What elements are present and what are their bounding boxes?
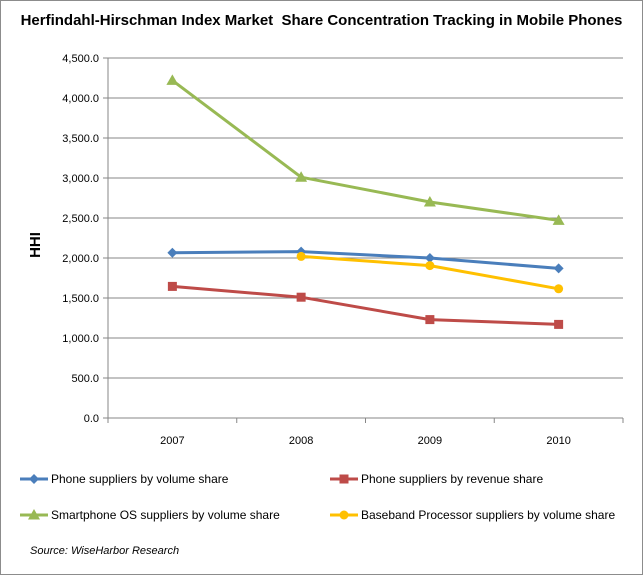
x-tick-label: 2008 [289, 435, 313, 447]
data-point [296, 292, 306, 302]
legend-label: Phone suppliers by revenue share [361, 472, 543, 486]
chart-title: Herfindahl-Hirschman Index Market Share … [20, 12, 623, 29]
data-point [167, 281, 177, 291]
data-point [554, 284, 564, 294]
data-point [425, 261, 435, 271]
legend-marker [339, 474, 349, 484]
y-tick-label: 500.0 [71, 373, 99, 385]
data-point [425, 315, 435, 325]
series-layer [166, 74, 565, 329]
y-tick-label: 3,500.0 [62, 133, 99, 145]
legend-item: Phone suppliers by volume share [20, 472, 229, 486]
source-note: Source: WiseHarbor Research [30, 545, 180, 557]
legend-label: Baseband Processor suppliers by volume s… [361, 508, 615, 522]
y-tick-label: 4,000.0 [62, 93, 99, 105]
y-tick-label: 4,500.0 [62, 53, 99, 65]
series-line [172, 284, 559, 326]
series-line [171, 79, 559, 222]
data-point [554, 319, 564, 329]
y-tick-label: 3,000.0 [62, 173, 99, 185]
data-point [296, 251, 306, 261]
data-point [423, 196, 436, 207]
data-point [295, 171, 308, 182]
legend-item: Baseband Processor suppliers by volume s… [330, 508, 615, 522]
legend-item: Phone suppliers by revenue share [330, 472, 543, 486]
x-tick-label: 2007 [160, 435, 184, 447]
data-point [552, 214, 565, 225]
series-4 [296, 251, 564, 294]
legend: Phone suppliers by volume share Phone sup… [20, 472, 615, 522]
series-line [172, 250, 559, 270]
legend-label: Smartphone OS suppliers by volume share [51, 508, 280, 522]
y-tick-label: 1,000.0 [62, 333, 99, 345]
legend-label: Phone suppliers by volume share [51, 472, 229, 486]
legend-item: Smartphone OS suppliers by volume share [20, 508, 280, 522]
y-axis-title: HHI [27, 232, 44, 258]
y-tick-label: 2,000.0 [62, 253, 99, 265]
x-tick-label: 2010 [546, 435, 570, 447]
data-point [166, 74, 179, 85]
y-tick-label: 0.0 [84, 413, 99, 425]
y-tick-label: 2,500.0 [62, 213, 99, 225]
legend-marker [339, 510, 349, 520]
legend-marker [28, 509, 40, 520]
x-tick-label: 2009 [418, 435, 442, 447]
legend-marker [29, 474, 39, 484]
data-point [167, 247, 178, 258]
series-3 [166, 74, 565, 225]
series-2 [167, 281, 564, 329]
y-tick-label: 1,500.0 [62, 293, 99, 305]
data-point [424, 253, 435, 263]
data-point [553, 263, 564, 274]
axes: 0.0 500.0 1,000.0 1,500.0 2,000.0 2,500.0 3,00… [62, 53, 624, 447]
